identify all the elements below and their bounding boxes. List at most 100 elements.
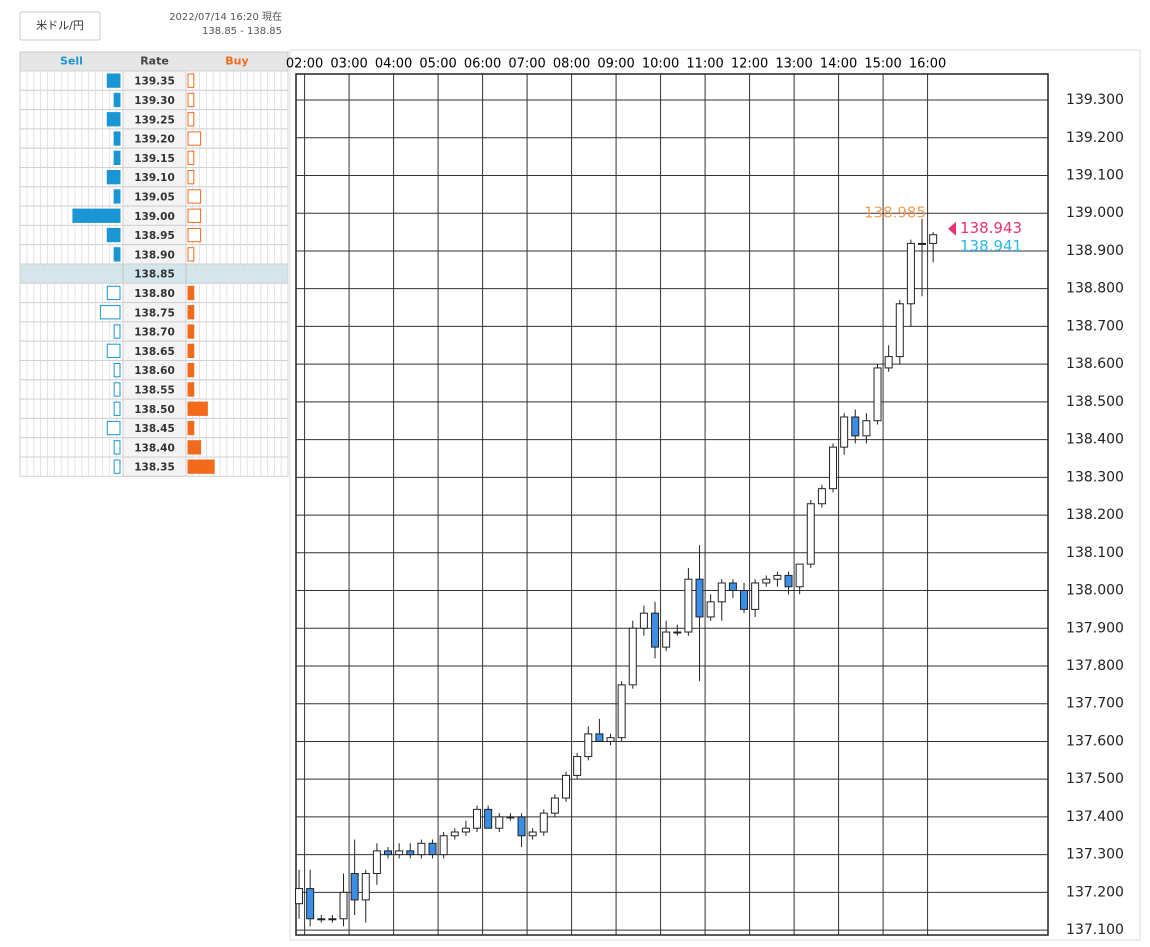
y-tick-label: 137.800 xyxy=(1066,658,1124,674)
sell-bar xyxy=(113,363,121,378)
candle-body xyxy=(372,850,381,874)
rate-label: 138.85 xyxy=(134,269,175,281)
y-tick-label: 138.300 xyxy=(1066,469,1124,485)
header-label: Buy xyxy=(225,55,248,68)
y-tick-label: 137.300 xyxy=(1066,847,1124,863)
price-pointer xyxy=(948,221,956,236)
candle-body xyxy=(473,808,482,829)
x-tick-label: 10:00 xyxy=(642,57,679,72)
sell-bar xyxy=(113,92,121,108)
buy-bar xyxy=(187,343,195,359)
y-tick-label: 139.300 xyxy=(1066,92,1124,108)
rate-label: 138.55 xyxy=(134,384,175,396)
rate-label: 139.00 xyxy=(134,211,175,223)
buy-bar xyxy=(187,131,202,146)
y-tick-label: 137.500 xyxy=(1066,771,1124,787)
candle-body xyxy=(539,812,548,833)
buy-bar xyxy=(187,305,195,320)
candle-body xyxy=(406,850,415,856)
rate-label: 138.65 xyxy=(134,346,175,358)
pair-button[interactable] xyxy=(19,11,101,41)
rate-label: 138.95 xyxy=(134,230,175,242)
timestamp: 2022/07/14 16:20 現在 xyxy=(169,11,282,23)
candle-body xyxy=(495,816,504,829)
candle-body xyxy=(695,578,704,618)
candle-body xyxy=(662,631,671,648)
sell-bar xyxy=(113,131,121,146)
candle-body xyxy=(528,831,537,837)
rate-label: 138.90 xyxy=(134,249,175,261)
candle-body xyxy=(895,303,904,358)
candle-body xyxy=(317,918,326,921)
candle-body xyxy=(506,816,515,819)
y-tick-label: 139.000 xyxy=(1066,205,1124,221)
candle-body xyxy=(929,234,938,244)
candle-body xyxy=(550,797,559,814)
candle-body xyxy=(751,582,760,610)
rate-label: 138.75 xyxy=(134,307,175,319)
y-tick-label: 138.900 xyxy=(1066,243,1124,259)
x-tick-label: 07:00 xyxy=(508,57,545,72)
sell-bar xyxy=(106,285,121,301)
candle-body xyxy=(573,756,582,776)
sell-bar xyxy=(113,459,121,474)
buy-bar xyxy=(187,92,195,108)
candle-body xyxy=(806,503,815,565)
candle-body xyxy=(851,416,860,437)
candle-body xyxy=(417,842,426,856)
buy-bar xyxy=(187,459,215,474)
candle-body xyxy=(918,242,927,245)
candle-body xyxy=(562,774,571,799)
rate-cell xyxy=(122,456,187,477)
buy-bar xyxy=(187,401,208,416)
x-tick-label: 02:00 xyxy=(286,57,323,72)
rate-label: 139.20 xyxy=(134,134,175,146)
y-tick-label: 138.400 xyxy=(1066,432,1124,448)
rate-label: 139.25 xyxy=(134,114,175,126)
sell-bar xyxy=(106,343,121,359)
quote: 138.85 - 138.85 xyxy=(202,26,282,37)
sell-bar xyxy=(106,73,121,88)
sell-bar xyxy=(72,208,121,223)
candle-body xyxy=(395,850,404,856)
buy-bar xyxy=(187,420,195,436)
buy-bar xyxy=(187,73,195,88)
sell-bar xyxy=(113,189,121,204)
buy-bar xyxy=(187,363,195,378)
y-tick-label: 138.800 xyxy=(1066,281,1124,297)
candle-body xyxy=(673,631,682,634)
y-tick-label: 138.600 xyxy=(1066,356,1124,372)
rate-label: 139.05 xyxy=(134,191,175,203)
x-tick-label: 08:00 xyxy=(553,57,590,72)
rate-label: 138.70 xyxy=(134,327,175,339)
y-tick-label: 137.200 xyxy=(1066,884,1124,900)
pair-label: 米ドル/円 xyxy=(36,19,84,32)
y-tick-label: 137.100 xyxy=(1066,922,1124,938)
x-tick-label: 03:00 xyxy=(330,57,367,72)
sell-bar xyxy=(113,401,121,416)
buy-bar xyxy=(187,285,195,301)
rate-label: 139.30 xyxy=(134,95,175,107)
sell-bar xyxy=(106,170,121,185)
candle-body xyxy=(784,574,793,588)
x-tick-label: 16:00 xyxy=(909,57,946,72)
candle-body xyxy=(606,737,615,742)
rate-label: 138.50 xyxy=(134,404,175,416)
candle-body xyxy=(762,578,771,584)
rate-label: 138.40 xyxy=(134,442,175,454)
candle-body xyxy=(350,873,359,901)
rate-label: 138.35 xyxy=(134,462,175,474)
rate-label: 139.35 xyxy=(134,76,175,88)
buy-bar xyxy=(187,440,202,455)
y-tick-label: 137.600 xyxy=(1066,733,1124,749)
candle-body xyxy=(384,850,393,856)
candle-body xyxy=(884,356,893,369)
buy-bar xyxy=(187,382,195,397)
candle-body xyxy=(461,827,470,833)
candlestick-chart: 02:00 03:00 04:00 05:00 06:00 07:00 08:00 09:00… xyxy=(286,57,1124,939)
candle-body xyxy=(829,446,838,490)
rate-label: 139.15 xyxy=(134,153,175,165)
candle-body xyxy=(584,733,593,758)
y-tick-label: 139.100 xyxy=(1066,167,1124,183)
